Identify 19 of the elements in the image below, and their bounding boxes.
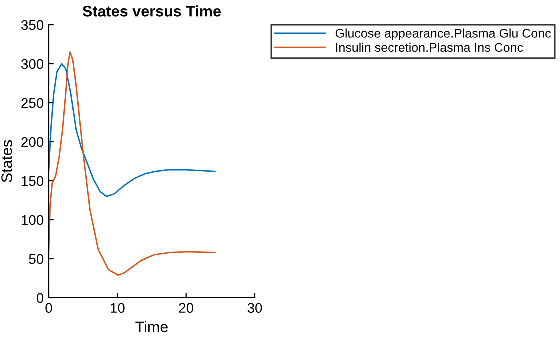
x-tick-label: 30 — [248, 303, 262, 314]
y-tick-label: 0 — [36, 293, 44, 304]
y-tick-label: 100 — [22, 215, 44, 226]
y-tick-label: 50 — [29, 254, 44, 264]
y-axis-title: States — [2, 140, 12, 182]
x-tick-label: 10 — [111, 303, 125, 314]
x-axis-title: Time — [136, 321, 168, 333]
x-tick-label: 0 — [46, 303, 52, 314]
legend-label: Glucose appearance.Plasma Glu Conc — [336, 28, 551, 40]
y-tick-label: 200 — [22, 137, 44, 148]
y-tick-label: 150 — [22, 176, 44, 186]
x-tick-label: 20 — [179, 303, 194, 314]
chart-title: States versus Time — [82, 6, 221, 17]
legend-label: Insulin secretion.Plasma Ins Conc — [336, 42, 524, 52]
y-tick-label: 300 — [22, 59, 44, 70]
y-tick-label: 350 — [22, 20, 44, 30]
line-series — [49, 52, 216, 276]
y-tick-label: 250 — [22, 98, 44, 108]
line-series — [49, 63, 216, 198]
